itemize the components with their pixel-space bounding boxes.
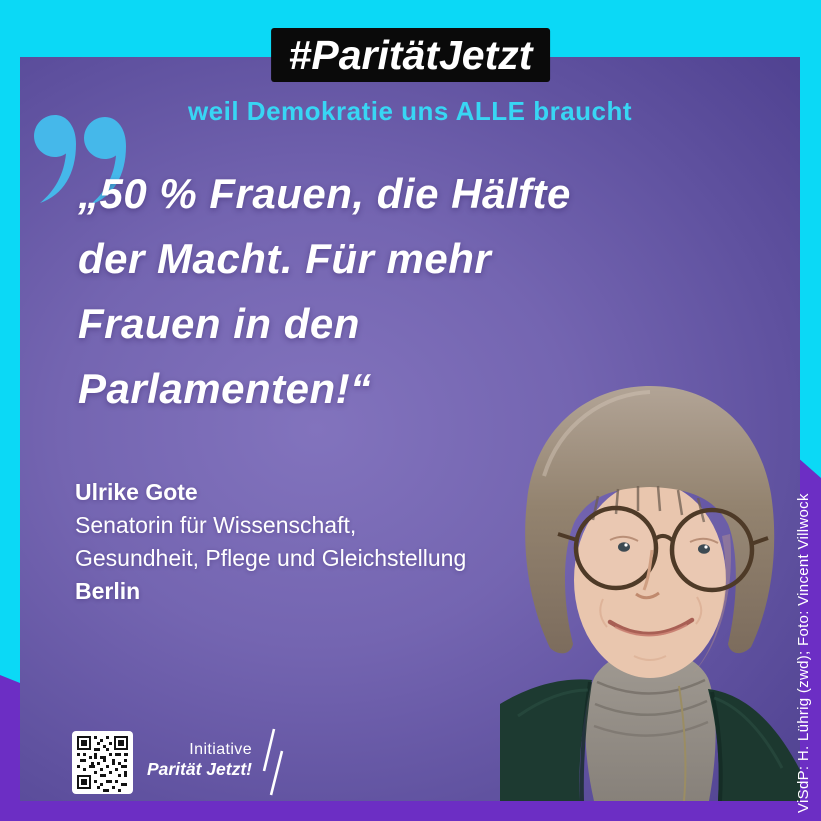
attribution-location: Berlin xyxy=(75,578,141,604)
frame-violet-left xyxy=(0,675,20,821)
frame-violet-right xyxy=(796,456,821,821)
quote-line: der Macht. Für mehr xyxy=(78,235,492,282)
logo-word-initiative: Initiative xyxy=(189,741,252,758)
hashtag-text: #ParitätJetzt xyxy=(288,32,533,78)
subtitle: weil Demokratie uns ALLE braucht xyxy=(187,96,633,126)
frame-violet-bottom xyxy=(0,801,821,821)
attribution-name: Ulrike Gote xyxy=(75,479,198,505)
double-slash-icon xyxy=(262,728,284,796)
quote-mark-icon xyxy=(34,115,126,205)
attribution-role: Senatorin für Wissenschaft, xyxy=(75,512,357,538)
quote-line: „50 % Frauen, die Hälfte xyxy=(78,170,571,217)
quote-block: „50 % Frauen, die Hälfte der Macht. Für … xyxy=(78,161,678,421)
quote-line: Parlamenten!“ xyxy=(78,365,372,412)
quote-line: Frauen in den xyxy=(78,300,360,347)
attribution-role: Gesundheit, Pflege und Gleichstellung xyxy=(75,545,467,571)
portrait-photo-icon xyxy=(500,386,800,801)
initiative-logo: Initiative Parität Jetzt! xyxy=(128,741,252,779)
photo-credit: ViSdP: H. Lührig (zwd); Foto: Vincent Vi… xyxy=(795,493,812,813)
hashtag-banner: #ParitätJetzt xyxy=(270,28,551,82)
logo-word-paritaet-jetzt: Parität Jetzt! xyxy=(146,758,252,779)
attribution-block: Ulrike Gote Senatorin für Wissenschaft, … xyxy=(75,476,466,608)
qr-code-icon xyxy=(72,731,133,794)
